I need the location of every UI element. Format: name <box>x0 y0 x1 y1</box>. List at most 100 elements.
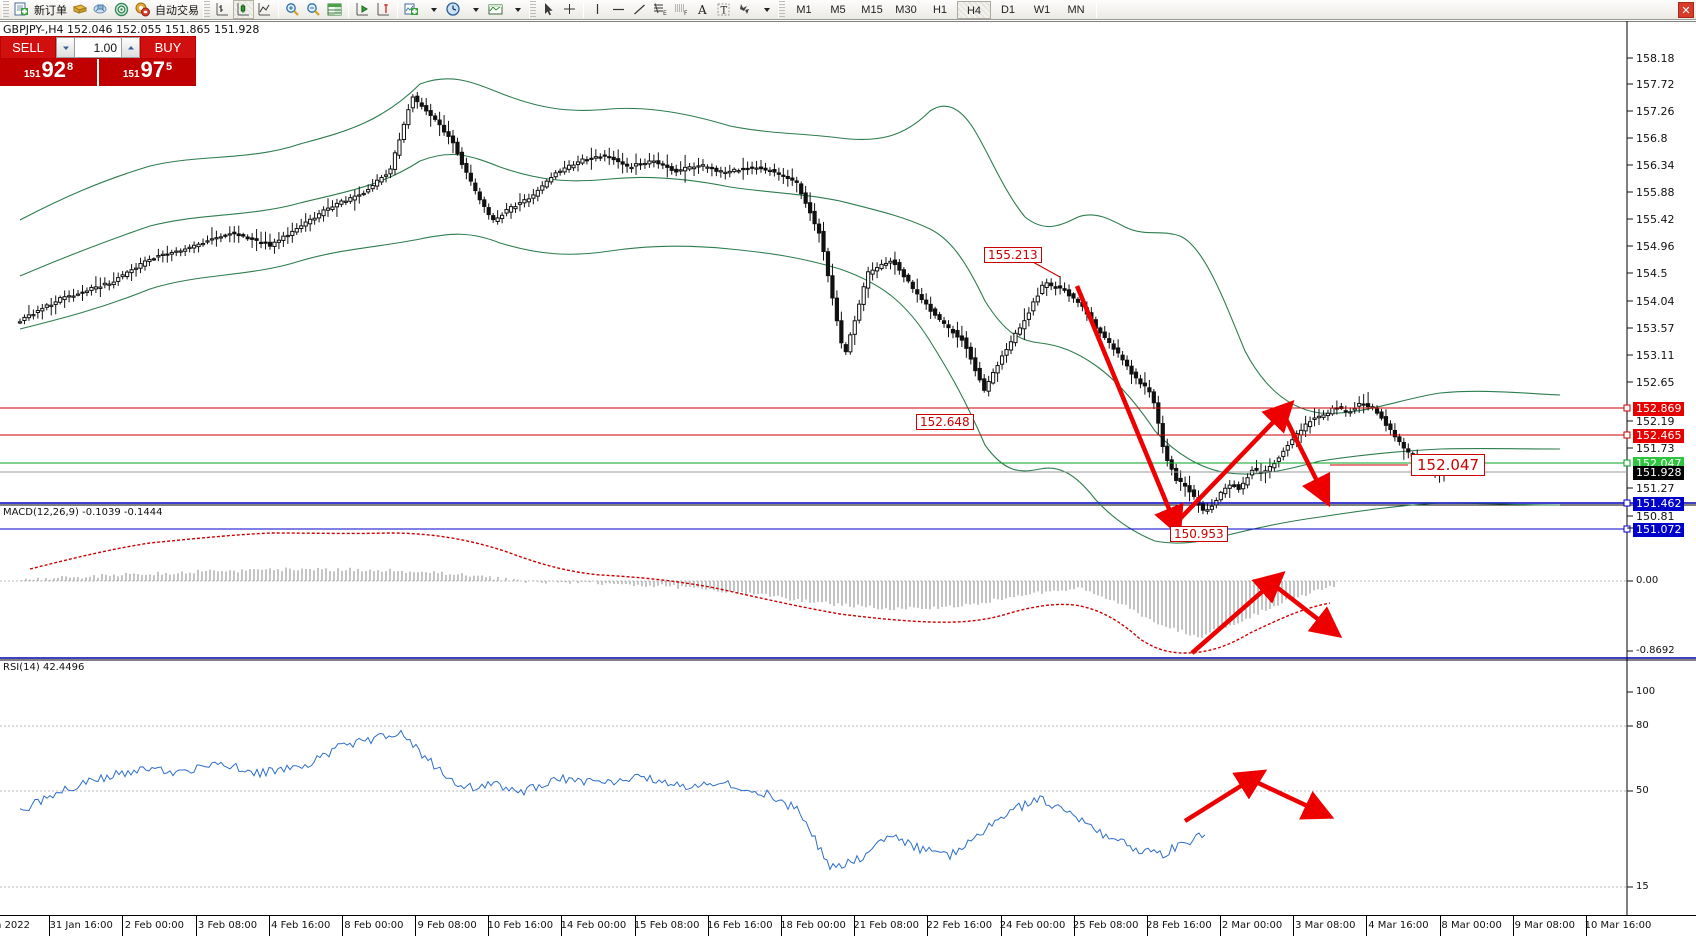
annotation-152047[interactable]: 152.047 <box>1411 454 1486 476</box>
toolbar-grip-2[interactable] <box>203 1 210 18</box>
one-click-trading-panel: SELL 1.00 BUY 151 92 8 151 97 5 <box>0 36 196 86</box>
templates-icon[interactable] <box>485 0 506 19</box>
timeframe-mn[interactable]: MN <box>1067 3 1085 16</box>
data-window-icon[interactable] <box>324 0 345 19</box>
annotation-152648[interactable]: 152.648 <box>916 414 974 430</box>
candle <box>821 230 826 252</box>
candle <box>111 281 116 286</box>
volume-increase-icon[interactable] <box>121 38 139 57</box>
horizontal-line-icon[interactable] <box>608 0 629 19</box>
zoom-out-icon[interactable] <box>303 0 324 19</box>
candle <box>616 158 621 163</box>
candle <box>888 260 893 264</box>
timeframe-h1[interactable]: H1 <box>932 3 948 16</box>
timeframe-m30[interactable]: M30 <box>895 3 917 16</box>
price-tag-152465[interactable]: 152.465 <box>1633 429 1684 443</box>
candle <box>486 207 491 216</box>
toolbar-grip-3[interactable] <box>529 1 536 18</box>
new-order-label[interactable]: 新订单 <box>34 3 67 17</box>
candle <box>741 167 746 171</box>
candle <box>93 286 98 290</box>
candle <box>767 169 773 172</box>
candle <box>732 168 737 173</box>
channel-icon[interactable]: F <box>671 0 692 19</box>
annotation-155213[interactable]: 155.213 <box>984 247 1042 263</box>
candle <box>495 217 500 223</box>
timeframe-w1[interactable]: W1 <box>1033 3 1051 16</box>
price-tag-152869[interactable]: 152.869 <box>1633 402 1684 416</box>
fibonacci-icon[interactable]: E <box>650 0 671 19</box>
candle <box>665 164 670 168</box>
timeframe-d1[interactable]: D1 <box>1000 3 1016 16</box>
zoom-in-icon[interactable] <box>282 0 303 19</box>
chevron-down-icon-2[interactable] <box>464 0 485 19</box>
timeframe-h4[interactable]: H4 <box>957 0 991 19</box>
candle <box>1111 343 1116 350</box>
signal-icon[interactable] <box>111 0 132 19</box>
candle <box>1107 338 1112 343</box>
text-icon[interactable]: A <box>692 0 713 19</box>
buy-price[interactable]: 151 97 5 <box>99 59 196 86</box>
candle <box>218 236 223 239</box>
toolbar-grip[interactable] <box>2 1 9 18</box>
line-chart-icon[interactable] <box>254 0 275 19</box>
candle <box>1182 482 1188 487</box>
candle <box>517 202 523 205</box>
chart-area[interactable]: 158.18 157.72 157.26 156.8 156.34 155.88… <box>0 21 1696 935</box>
chevron-down-icon[interactable] <box>422 0 443 19</box>
period-icon[interactable] <box>443 0 464 19</box>
cursor-icon[interactable] <box>538 0 559 19</box>
svg-text:E: E <box>663 10 667 17</box>
candle <box>31 314 36 317</box>
candle <box>620 161 625 165</box>
timeframe-m1[interactable]: M1 <box>796 3 812 16</box>
trendline-icon[interactable] <box>629 0 650 19</box>
close-icon[interactable]: ✕ <box>1678 2 1694 18</box>
time-tick <box>341 916 343 936</box>
candle <box>241 234 246 237</box>
rsi-line <box>19 729 1206 871</box>
candle <box>174 250 179 253</box>
chevron-down-icon-4[interactable] <box>755 0 776 19</box>
volume-value[interactable]: 1.00 <box>93 41 117 55</box>
candle <box>1066 289 1072 297</box>
volume-stepper[interactable]: 1.00 <box>56 37 140 58</box>
candle <box>1316 415 1322 419</box>
vertical-line-icon[interactable] <box>587 0 608 19</box>
candle <box>129 269 134 274</box>
label-icon[interactable]: T <box>713 0 734 19</box>
timeframe-m15[interactable]: M15 <box>861 3 883 16</box>
candlestick-chart-icon[interactable] <box>233 0 254 19</box>
volume-decrease-icon[interactable] <box>57 38 75 57</box>
sell-price[interactable]: 151 92 8 <box>0 59 97 86</box>
bar-chart-icon[interactable] <box>212 0 233 19</box>
price-tag-151072[interactable]: 151.072 <box>1633 523 1684 537</box>
autotrading-label[interactable]: 自动交易 <box>155 3 199 17</box>
candle <box>125 271 130 278</box>
new-order-icon[interactable] <box>11 0 32 19</box>
briefcase-icon[interactable] <box>69 0 90 19</box>
chart-shift-icon[interactable] <box>352 0 373 19</box>
rsi-scale-50: 50 <box>1636 785 1649 796</box>
buy-button[interactable]: BUY <box>140 36 196 59</box>
timeframe-m5[interactable]: M5 <box>830 3 846 16</box>
auto-scroll-icon[interactable] <box>373 0 394 19</box>
sell-button[interactable]: SELL <box>0 36 56 59</box>
shapes-icon[interactable] <box>734 0 755 19</box>
candle <box>151 258 157 261</box>
toolbar-grip-4[interactable] <box>778 1 785 18</box>
indicators-icon[interactable] <box>401 0 422 19</box>
candle <box>116 277 121 282</box>
candle <box>803 192 808 204</box>
price-tag-151462[interactable]: 151.462 <box>1633 497 1684 511</box>
toolbar-separator <box>278 1 279 18</box>
autotrading-icon[interactable] <box>132 0 153 19</box>
candle <box>691 166 697 170</box>
annotation-150953[interactable]: 150.953 <box>1170 526 1228 542</box>
candle <box>1138 378 1143 385</box>
crosshair-icon[interactable] <box>559 0 580 19</box>
chevron-down-icon-3[interactable] <box>506 0 527 19</box>
cloud-icon[interactable] <box>90 0 111 19</box>
candle <box>749 166 755 169</box>
candle <box>522 199 527 204</box>
